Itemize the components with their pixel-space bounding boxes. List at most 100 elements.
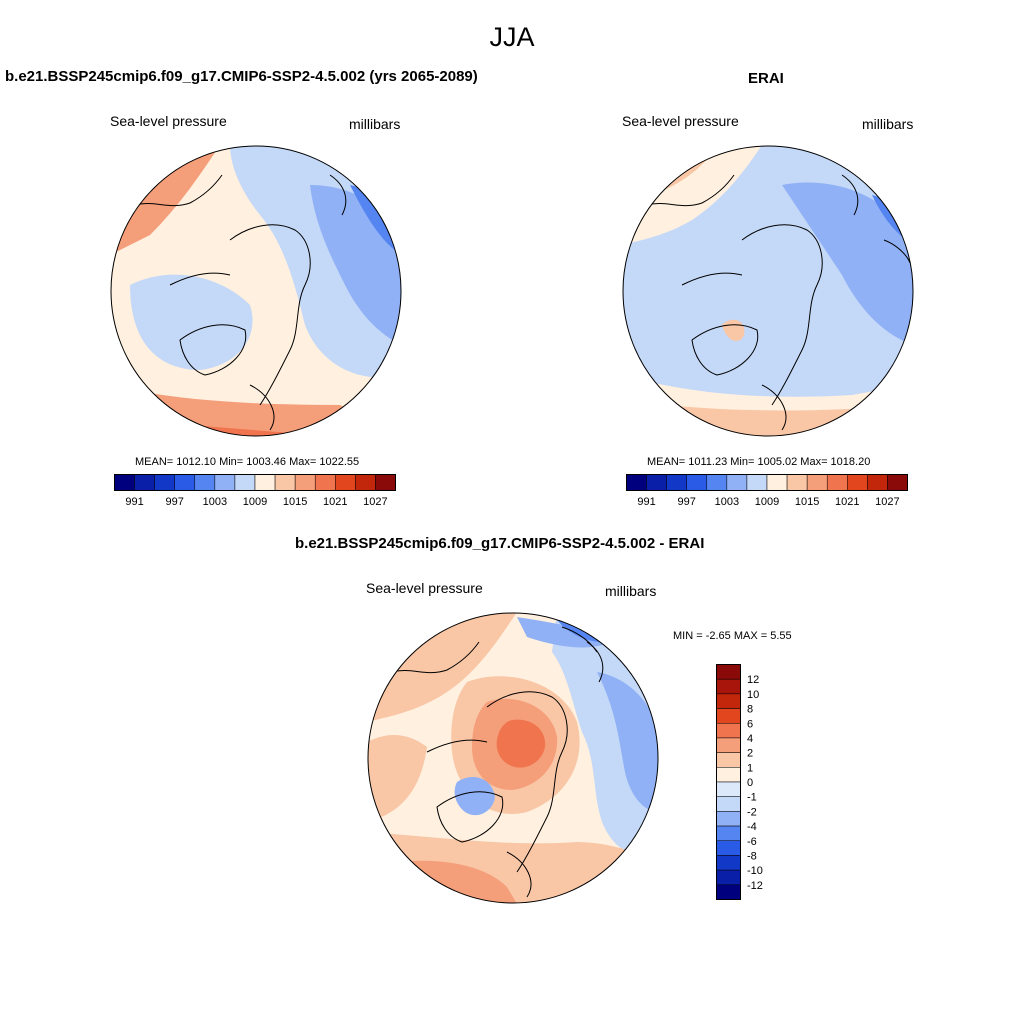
colorbar-swatch bbox=[716, 840, 741, 856]
panel-obs-units: millibars bbox=[862, 116, 914, 132]
panel-diff-variable: Sea-level pressure bbox=[366, 580, 483, 596]
colorbar-label: 1021 bbox=[835, 496, 859, 508]
colorbar-swatch bbox=[716, 825, 741, 841]
colorbar-swatch bbox=[826, 474, 848, 491]
panel-obs-title: ERAI bbox=[748, 70, 784, 87]
colorbar-swatch bbox=[716, 884, 741, 900]
colorbar-label: 10 bbox=[747, 689, 759, 701]
colorbar-swatch bbox=[847, 474, 868, 491]
colorbar-swatch bbox=[214, 474, 236, 491]
colorbar-swatch bbox=[666, 474, 687, 491]
colorbar-swatch bbox=[134, 474, 155, 491]
colorbar-swatches bbox=[716, 664, 741, 900]
colorbar-swatch bbox=[716, 855, 741, 871]
colorbar-swatch bbox=[294, 474, 316, 491]
colorbar-label: 1027 bbox=[875, 496, 899, 508]
colorbar-swatch bbox=[716, 869, 741, 886]
colorbar-swatch bbox=[716, 737, 741, 753]
colorbar-label: 997 bbox=[678, 496, 696, 508]
colorbar-swatch bbox=[746, 474, 768, 491]
panel-model-colorbar: 991997100310091015102110271033 bbox=[114, 474, 396, 508]
coastlines bbox=[391, 626, 604, 898]
colorbar-label: -6 bbox=[747, 836, 757, 848]
colorbar-label: -2 bbox=[747, 806, 757, 818]
colorbar-swatch bbox=[716, 781, 741, 797]
figure-title: JJA bbox=[489, 22, 535, 52]
colorbar-swatch bbox=[867, 474, 888, 491]
colorbar-swatch bbox=[716, 796, 741, 812]
colorbar-label: 1003 bbox=[203, 496, 227, 508]
colorbar-label: 4 bbox=[747, 733, 753, 745]
colorbar-label: -10 bbox=[747, 865, 763, 877]
coastlines bbox=[134, 174, 347, 431]
colorbar-swatch bbox=[716, 723, 741, 739]
colorbar-swatch bbox=[716, 693, 741, 709]
colorbar-label: 1015 bbox=[795, 496, 819, 508]
colorbar-swatch bbox=[254, 474, 276, 491]
colorbar-swatch bbox=[716, 811, 741, 827]
panel-obs-stats: MEAN= 1011.23 Min= 1005.02 Max= 1018.20 bbox=[647, 456, 871, 468]
map-field-low-arctic bbox=[130, 274, 253, 370]
panel-diff-title: b.e21.BSSP245cmip6.f09_g17.CMIP6-SSP2-4.… bbox=[295, 535, 705, 552]
coastlines bbox=[646, 174, 911, 431]
colorbar-label: 0 bbox=[747, 777, 753, 789]
colorbar-swatch bbox=[194, 474, 216, 491]
colorbar-swatch bbox=[716, 767, 741, 783]
colorbar-label: 12 bbox=[747, 674, 759, 686]
map-border bbox=[622, 145, 914, 437]
colorbar-swatch bbox=[887, 474, 908, 491]
map-field-positive-west bbox=[368, 735, 427, 822]
colorbar-swatch bbox=[626, 474, 647, 491]
colorbar-label: -4 bbox=[747, 821, 757, 833]
colorbar-swatch bbox=[314, 474, 336, 491]
panel-model-stats: MEAN= 1012.10 Min= 1003.46 Max= 1022.55 bbox=[135, 456, 360, 468]
colorbar-swatch bbox=[355, 474, 376, 491]
colorbar-label: 1003 bbox=[715, 496, 739, 508]
colorbar-swatch bbox=[706, 474, 728, 491]
map-field-negative-greenland bbox=[454, 777, 495, 816]
colorbar-swatch bbox=[335, 474, 356, 491]
colorbar-swatch bbox=[716, 678, 741, 695]
colorbar-swatch bbox=[154, 474, 175, 491]
colorbar-swatch bbox=[786, 474, 808, 491]
colorbar-swatch bbox=[234, 474, 256, 491]
map-field-negative-asia bbox=[597, 672, 658, 812]
panel-diff-stats: MIN = -2.65 MAX = 5.55 bbox=[673, 630, 792, 642]
panel-model-title: b.e21.BSSP245cmip6.f09_g17.CMIP6-SSP2-4.… bbox=[5, 68, 478, 85]
colorbar-swatch bbox=[726, 474, 748, 491]
colorbar-label: 997 bbox=[166, 496, 184, 508]
colorbar-swatch bbox=[716, 752, 741, 768]
colorbar-label: 1021 bbox=[323, 496, 347, 508]
panel-obs-variable: Sea-level pressure bbox=[622, 113, 739, 129]
colorbar-label: 8 bbox=[747, 704, 753, 716]
map-border bbox=[367, 612, 659, 904]
colorbar-label: -12 bbox=[747, 880, 763, 892]
panel-obs-map bbox=[622, 145, 914, 437]
colorbar-labels: 991997100310091015102110271033 bbox=[637, 496, 899, 508]
colorbar-label: 6 bbox=[747, 718, 753, 730]
colorbar-swatches bbox=[626, 474, 908, 491]
colorbar-label: 2 bbox=[747, 748, 753, 760]
colorbar-swatch bbox=[766, 474, 788, 491]
colorbar-swatch bbox=[646, 474, 667, 491]
map-field-low-asia bbox=[782, 182, 913, 345]
colorbar-label: 1015 bbox=[283, 496, 307, 508]
panel-diff-units: millibars bbox=[605, 583, 657, 599]
map-field-low-asia-core bbox=[350, 185, 401, 255]
panel-diff-map bbox=[367, 612, 659, 904]
colorbar-label: 1 bbox=[747, 762, 753, 774]
map-field-positive-arctic-core bbox=[496, 719, 546, 768]
colorbar-swatch bbox=[716, 708, 741, 724]
colorbar-label: 991 bbox=[125, 496, 143, 508]
colorbar-label: 991 bbox=[637, 496, 655, 508]
panel-model-units: millibars bbox=[349, 116, 401, 132]
colorbar-label: -8 bbox=[747, 850, 757, 862]
panel-model-map bbox=[110, 145, 402, 437]
colorbar-swatch bbox=[806, 474, 828, 491]
colorbar-label: 1009 bbox=[755, 496, 779, 508]
colorbar-labels: 991997100310091015102110271033 bbox=[125, 496, 387, 508]
colorbar-swatch bbox=[114, 474, 135, 491]
colorbar-frame bbox=[716, 664, 741, 900]
